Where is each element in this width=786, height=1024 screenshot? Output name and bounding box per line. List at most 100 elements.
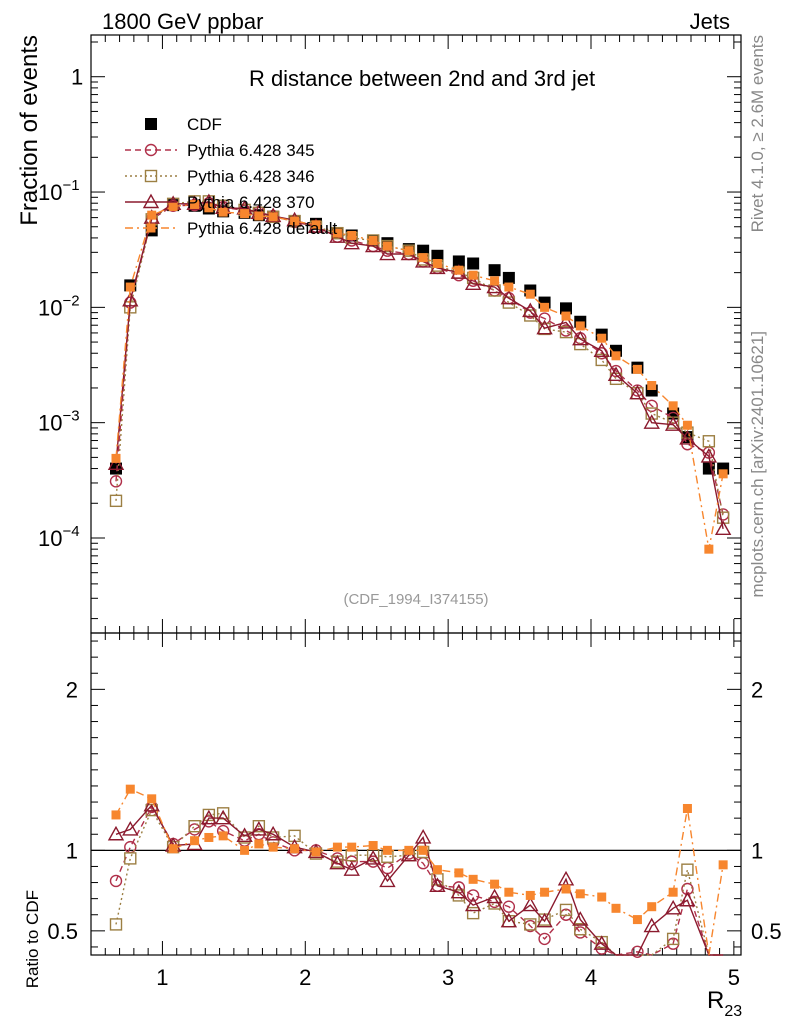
- ratio-data-point: [593, 935, 610, 950]
- ratio-y-tick-label: 1: [66, 838, 78, 863]
- ratio-y-tick-label: 2: [66, 677, 78, 702]
- main-data-point: [431, 249, 444, 262]
- ratio-data-point: [329, 854, 346, 870]
- ratio-data-point: [381, 861, 394, 875]
- ratio-data-point: [668, 887, 678, 897]
- legend-marker: [144, 143, 158, 157]
- chart-title: R distance between 2nd and 3rd jet: [249, 66, 595, 91]
- legend-marker: [142, 193, 160, 209]
- main-data-point: [559, 325, 573, 339]
- main-y-tick-label: 10−4: [38, 523, 80, 551]
- main-data-point: [204, 203, 214, 213]
- ratio-data-point: [264, 825, 282, 841]
- ratio-data-point: [525, 890, 535, 900]
- main-y-tick-label: 1: [71, 65, 83, 90]
- main-data-point: [490, 276, 500, 286]
- y-axis-label: Fraction of events: [16, 35, 43, 226]
- legend-marker: [145, 118, 157, 130]
- ratio-data-point: [254, 839, 264, 849]
- main-data-point: [561, 311, 571, 321]
- ratio-data-point: [202, 808, 216, 822]
- x-tick-label: 5: [728, 965, 740, 990]
- main-data-point: [417, 244, 430, 257]
- ratio-data-point: [632, 915, 642, 925]
- ratio-data-point: [718, 860, 728, 870]
- ratio-data-point: [486, 888, 503, 904]
- main-data-point: [502, 296, 516, 309]
- ratio-data-point: [450, 883, 468, 899]
- main-data-point: [645, 399, 658, 413]
- main-y-tick-base: 10: [38, 526, 62, 551]
- ratio-data-point: [250, 820, 268, 836]
- ratio-series-line: [115, 804, 724, 956]
- x-axis-label: R23: [707, 987, 742, 1020]
- main-data-point: [125, 282, 135, 292]
- x-axis-label-main: R: [707, 987, 724, 1014]
- ratio-data-point: [332, 842, 342, 852]
- main-y-tick-exp: −4: [62, 523, 79, 540]
- main-y-tick-exp: −1: [62, 177, 79, 194]
- ratio-series-line: [115, 808, 724, 956]
- main-data-point: [147, 210, 157, 220]
- ratio-data-point: [538, 932, 551, 946]
- ratio-data-point: [379, 872, 396, 888]
- main-data-point: [718, 469, 728, 479]
- main-data-point: [331, 226, 344, 240]
- analysis-watermark: (CDF_1994_I374155): [343, 591, 488, 608]
- main-data-point: [704, 544, 714, 554]
- ratio-data-point: [125, 784, 135, 794]
- ratio-data-point: [682, 803, 692, 813]
- main-data-point: [522, 302, 539, 318]
- ratio-data-point: [368, 841, 378, 851]
- main-data-point: [486, 278, 503, 294]
- main-data-point: [540, 302, 550, 312]
- ratio-data-point: [122, 820, 139, 836]
- ratio-data-point: [214, 809, 232, 825]
- ratio-data-point: [414, 829, 432, 844]
- legend: CDF Pythia 6.428 345 Pythia 6.428 346 Pythi…: [125, 115, 338, 238]
- main-data-point: [109, 475, 123, 488]
- main-data-point: [682, 420, 692, 430]
- ratio-data-point: [647, 902, 657, 912]
- ratio-data-point: [200, 809, 218, 825]
- side-text-mcplots: mcplots.cern.ch [arXiv:2401.10621]: [748, 331, 767, 597]
- ratio-data-point: [107, 825, 125, 841]
- main-data-point: [254, 211, 264, 221]
- main-data-point: [432, 259, 442, 269]
- ratio-series-line: [115, 805, 724, 956]
- main-data-point: [557, 313, 575, 329]
- ratio-data-point: [500, 912, 518, 928]
- ratio-series-3: [111, 784, 728, 956]
- main-data-point: [572, 330, 589, 346]
- main-data-point: [268, 212, 278, 222]
- ratio-data-point: [540, 887, 550, 897]
- main-data-point: [452, 255, 465, 268]
- ratio-data-point: [290, 844, 300, 854]
- ratio-data-point: [111, 810, 121, 820]
- ratio-data-point: [147, 794, 157, 804]
- main-data-point: [609, 364, 623, 378]
- ratio-data-point: [559, 903, 573, 917]
- main-y-tick-base: 1: [71, 65, 83, 90]
- legend-item: CDF: [145, 115, 222, 134]
- ratio-data-point: [364, 849, 382, 865]
- main-data-point: [454, 265, 464, 275]
- main-data-point: [502, 271, 515, 284]
- ratio-data-point: [666, 932, 680, 946]
- main-data-point: [381, 239, 394, 253]
- main-axis-ticks: 10−410−310−210−11: [38, 35, 741, 633]
- main-y-tick-exp: −3: [62, 408, 79, 425]
- ratio-data-point: [454, 868, 464, 878]
- ratio-panel-frame: [90, 632, 742, 956]
- ratio-data-point: [168, 844, 178, 854]
- ratio-data-point: [204, 832, 214, 842]
- main-data-point: [500, 289, 518, 305]
- main-y-tick-base: 10: [38, 411, 62, 436]
- x-tick-label: 1: [156, 965, 168, 990]
- legend-item: Pythia 6.428 370: [125, 193, 315, 212]
- legend-label: CDF: [187, 115, 222, 134]
- ratio-data-point: [418, 845, 428, 855]
- main-data-point: [645, 407, 658, 420]
- main-data-point: [311, 220, 321, 230]
